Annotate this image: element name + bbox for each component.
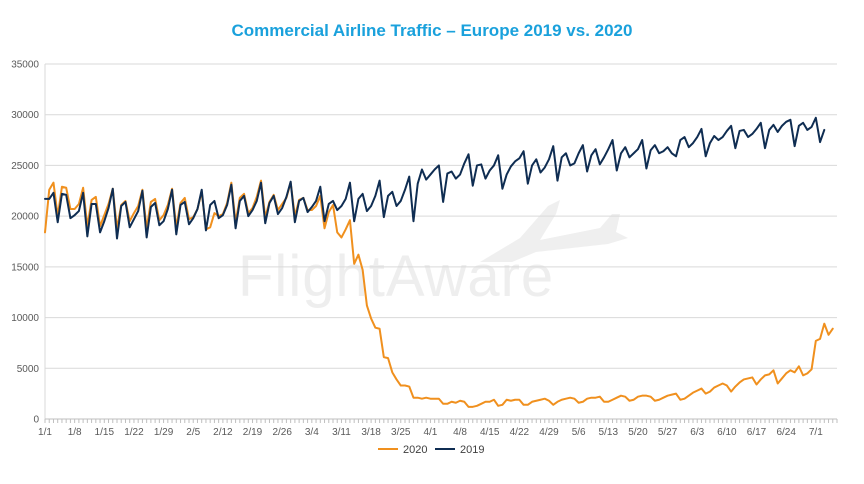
x-tick-label: 6/10: [717, 427, 737, 438]
x-axis-ticks: 1/1 1/8 1/15 1/22 1/29 2/5 2/12 2/19 2/26 3/4 3/11…: [38, 419, 838, 438]
y-tick-label: 30000: [11, 110, 39, 121]
x-tick-label: 3/25: [391, 427, 411, 438]
flightaware-watermark: FlightAware: [238, 200, 628, 309]
x-tick-label: 1/15: [95, 427, 115, 438]
x-tick-label: 4/15: [480, 427, 500, 438]
x-tick-label: 5/13: [599, 427, 619, 438]
legend-item-2019: 2019: [435, 444, 484, 456]
y-tick-label: 10000: [11, 313, 39, 324]
y-tick-label: 5000: [17, 364, 40, 375]
svg-text:2020: 2020: [403, 444, 427, 456]
x-tick-label: 2/26: [272, 427, 292, 438]
y-tick-label: 0: [33, 415, 39, 426]
legend: 2020 2019: [378, 444, 484, 456]
x-tick-label: 6/17: [747, 427, 767, 438]
y-axis-ticks: 0 5000 10000 15000 20000 25000 30000 35000: [11, 60, 39, 426]
x-tick-label: 7/1: [809, 427, 823, 438]
x-tick-label: 5/6: [572, 427, 586, 438]
x-tick-label: 1/8: [68, 427, 82, 438]
x-tick-label: 3/11: [332, 427, 351, 438]
x-tick-label: 4/8: [453, 427, 467, 438]
x-tick-label: 2/5: [186, 427, 200, 438]
airplane-watermark-icon: [480, 200, 628, 262]
axes: [44, 64, 837, 420]
series-lines: [44, 116, 834, 408]
x-tick-label: 4/1: [423, 427, 437, 438]
x-tick-label: 6/3: [690, 427, 704, 438]
x-tick-label: 6/24: [776, 427, 796, 438]
x-tick-label: 4/29: [539, 427, 559, 438]
x-tick-label: 5/27: [658, 427, 678, 438]
x-tick-label: 2/12: [213, 427, 233, 438]
x-tick-label: 5/20: [628, 427, 648, 438]
x-tick-label: 1/1: [38, 427, 52, 438]
legend-item-2020: 2020: [378, 444, 427, 456]
x-tick-label: 1/22: [124, 427, 144, 438]
x-tick-label: 2/19: [243, 427, 263, 438]
x-tick-label: 1/29: [154, 427, 174, 438]
gridlines: [45, 63, 837, 369]
chart-title: Commercial Airline Traffic – Europe 2019…: [231, 21, 633, 40]
x-tick-label: 3/18: [361, 427, 381, 438]
y-tick-label: 25000: [11, 161, 39, 172]
y-tick-label: 15000: [11, 262, 39, 273]
y-tick-label: 35000: [11, 60, 39, 71]
x-tick-label: 4/22: [510, 427, 530, 438]
series-line-2019: [44, 116, 826, 240]
x-tick-label: 3/4: [305, 427, 319, 438]
y-tick-label: 20000: [11, 212, 39, 223]
svg-text:2019: 2019: [460, 444, 484, 456]
